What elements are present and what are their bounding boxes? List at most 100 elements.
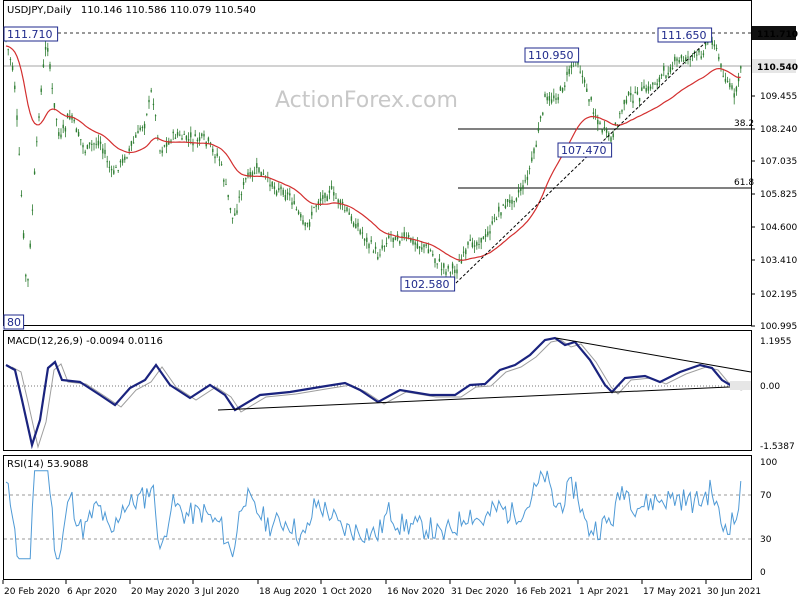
candle-body bbox=[579, 71, 581, 73]
candle-body bbox=[304, 222, 306, 227]
candle-body bbox=[359, 229, 361, 234]
candle-body bbox=[656, 83, 658, 86]
symbol-label: USDJPY,Daily bbox=[7, 5, 72, 16]
candle-body bbox=[286, 192, 289, 195]
candle-body bbox=[630, 92, 632, 96]
candle-body bbox=[249, 172, 251, 177]
candle-body bbox=[533, 148, 535, 154]
price-tick-label: 102.195 bbox=[760, 290, 797, 300]
candle-body bbox=[247, 172, 249, 177]
candle-body bbox=[667, 72, 669, 75]
candle-body bbox=[394, 236, 397, 241]
candle-body bbox=[124, 156, 126, 160]
price-annotation-tag: 111.710 bbox=[3, 26, 59, 42]
candle-body bbox=[669, 67, 672, 73]
candle-body bbox=[487, 231, 489, 236]
candle-body bbox=[256, 163, 258, 168]
candle-body bbox=[498, 206, 500, 212]
candle-body bbox=[214, 156, 216, 159]
candle-body bbox=[528, 168, 531, 170]
candle-body bbox=[583, 79, 586, 83]
candle-body bbox=[427, 249, 430, 254]
candle-body bbox=[27, 278, 29, 281]
candle-body bbox=[495, 219, 498, 221]
candle-body bbox=[58, 132, 60, 136]
candle-body bbox=[337, 199, 339, 203]
candle-body bbox=[700, 56, 702, 59]
candle-body bbox=[273, 186, 276, 189]
rsi-tick-label: 100 bbox=[760, 458, 777, 468]
candle-body bbox=[504, 205, 507, 209]
candle-body bbox=[432, 254, 434, 256]
candle-body bbox=[546, 96, 548, 101]
candle-body bbox=[84, 151, 86, 153]
candle-body bbox=[506, 199, 509, 203]
candle-body bbox=[632, 100, 634, 104]
candle-body bbox=[99, 141, 102, 144]
candle-body bbox=[438, 258, 441, 262]
candle-body bbox=[141, 126, 144, 128]
candle-body bbox=[458, 260, 460, 262]
candle-body bbox=[434, 258, 436, 264]
candle-body bbox=[520, 188, 522, 191]
macd-line bbox=[5, 336, 743, 450]
candle-body bbox=[36, 141, 38, 143]
price-annotation-tag: 110.950 bbox=[524, 47, 580, 63]
candle-body bbox=[689, 58, 691, 60]
candle-body bbox=[564, 85, 566, 88]
candle-body bbox=[524, 180, 526, 182]
candle-body bbox=[47, 48, 49, 52]
candle-body bbox=[339, 200, 342, 206]
candle-body bbox=[416, 243, 419, 249]
candle-body bbox=[106, 161, 108, 163]
candle-body bbox=[352, 222, 355, 227]
candle-body bbox=[11, 65, 14, 71]
price-tick-label: 103.410 bbox=[760, 256, 797, 266]
watermark: ActionForex.com bbox=[275, 88, 458, 113]
candle-body bbox=[559, 86, 562, 91]
candle-body bbox=[368, 243, 370, 249]
candle-body bbox=[86, 145, 89, 149]
candle-body bbox=[740, 66, 742, 69]
candle-body bbox=[170, 140, 172, 143]
candle-body bbox=[462, 251, 465, 253]
price-tick-label: 108.240 bbox=[760, 125, 797, 135]
candle-body bbox=[491, 221, 493, 224]
level-tag-box bbox=[752, 59, 796, 73]
candle-body bbox=[643, 85, 645, 89]
candle-body bbox=[537, 127, 540, 132]
candle-body bbox=[634, 91, 636, 93]
candle-body bbox=[647, 86, 650, 91]
candle-body bbox=[53, 103, 56, 108]
candle-body bbox=[137, 131, 139, 134]
candle-body bbox=[407, 234, 410, 238]
candle-body bbox=[645, 88, 647, 92]
candle-body bbox=[18, 153, 20, 155]
candle-body bbox=[522, 185, 524, 190]
annotation-label: 107.470 bbox=[561, 144, 607, 157]
candle-body bbox=[465, 249, 467, 255]
candle-body bbox=[691, 55, 694, 57]
candle-body bbox=[445, 271, 447, 275]
candle-body bbox=[423, 244, 425, 248]
candle-body bbox=[544, 93, 546, 97]
candle-body bbox=[80, 139, 82, 141]
candle-body bbox=[319, 198, 322, 201]
candle-body bbox=[678, 60, 680, 63]
candle-body bbox=[726, 81, 729, 83]
candle-body bbox=[418, 246, 421, 249]
candle-body bbox=[509, 200, 511, 204]
candle-body bbox=[282, 189, 284, 195]
candle-body bbox=[62, 124, 64, 129]
candle-body bbox=[242, 182, 245, 185]
candle-body bbox=[381, 245, 383, 249]
candle-body bbox=[671, 67, 674, 69]
candle-body bbox=[586, 88, 588, 92]
candle-body bbox=[207, 137, 210, 142]
candle-body bbox=[555, 98, 557, 100]
candle-body bbox=[168, 140, 170, 145]
macd-tick-label: 0.00 bbox=[760, 382, 780, 392]
candle-body bbox=[115, 167, 117, 169]
candle-body bbox=[251, 172, 254, 177]
